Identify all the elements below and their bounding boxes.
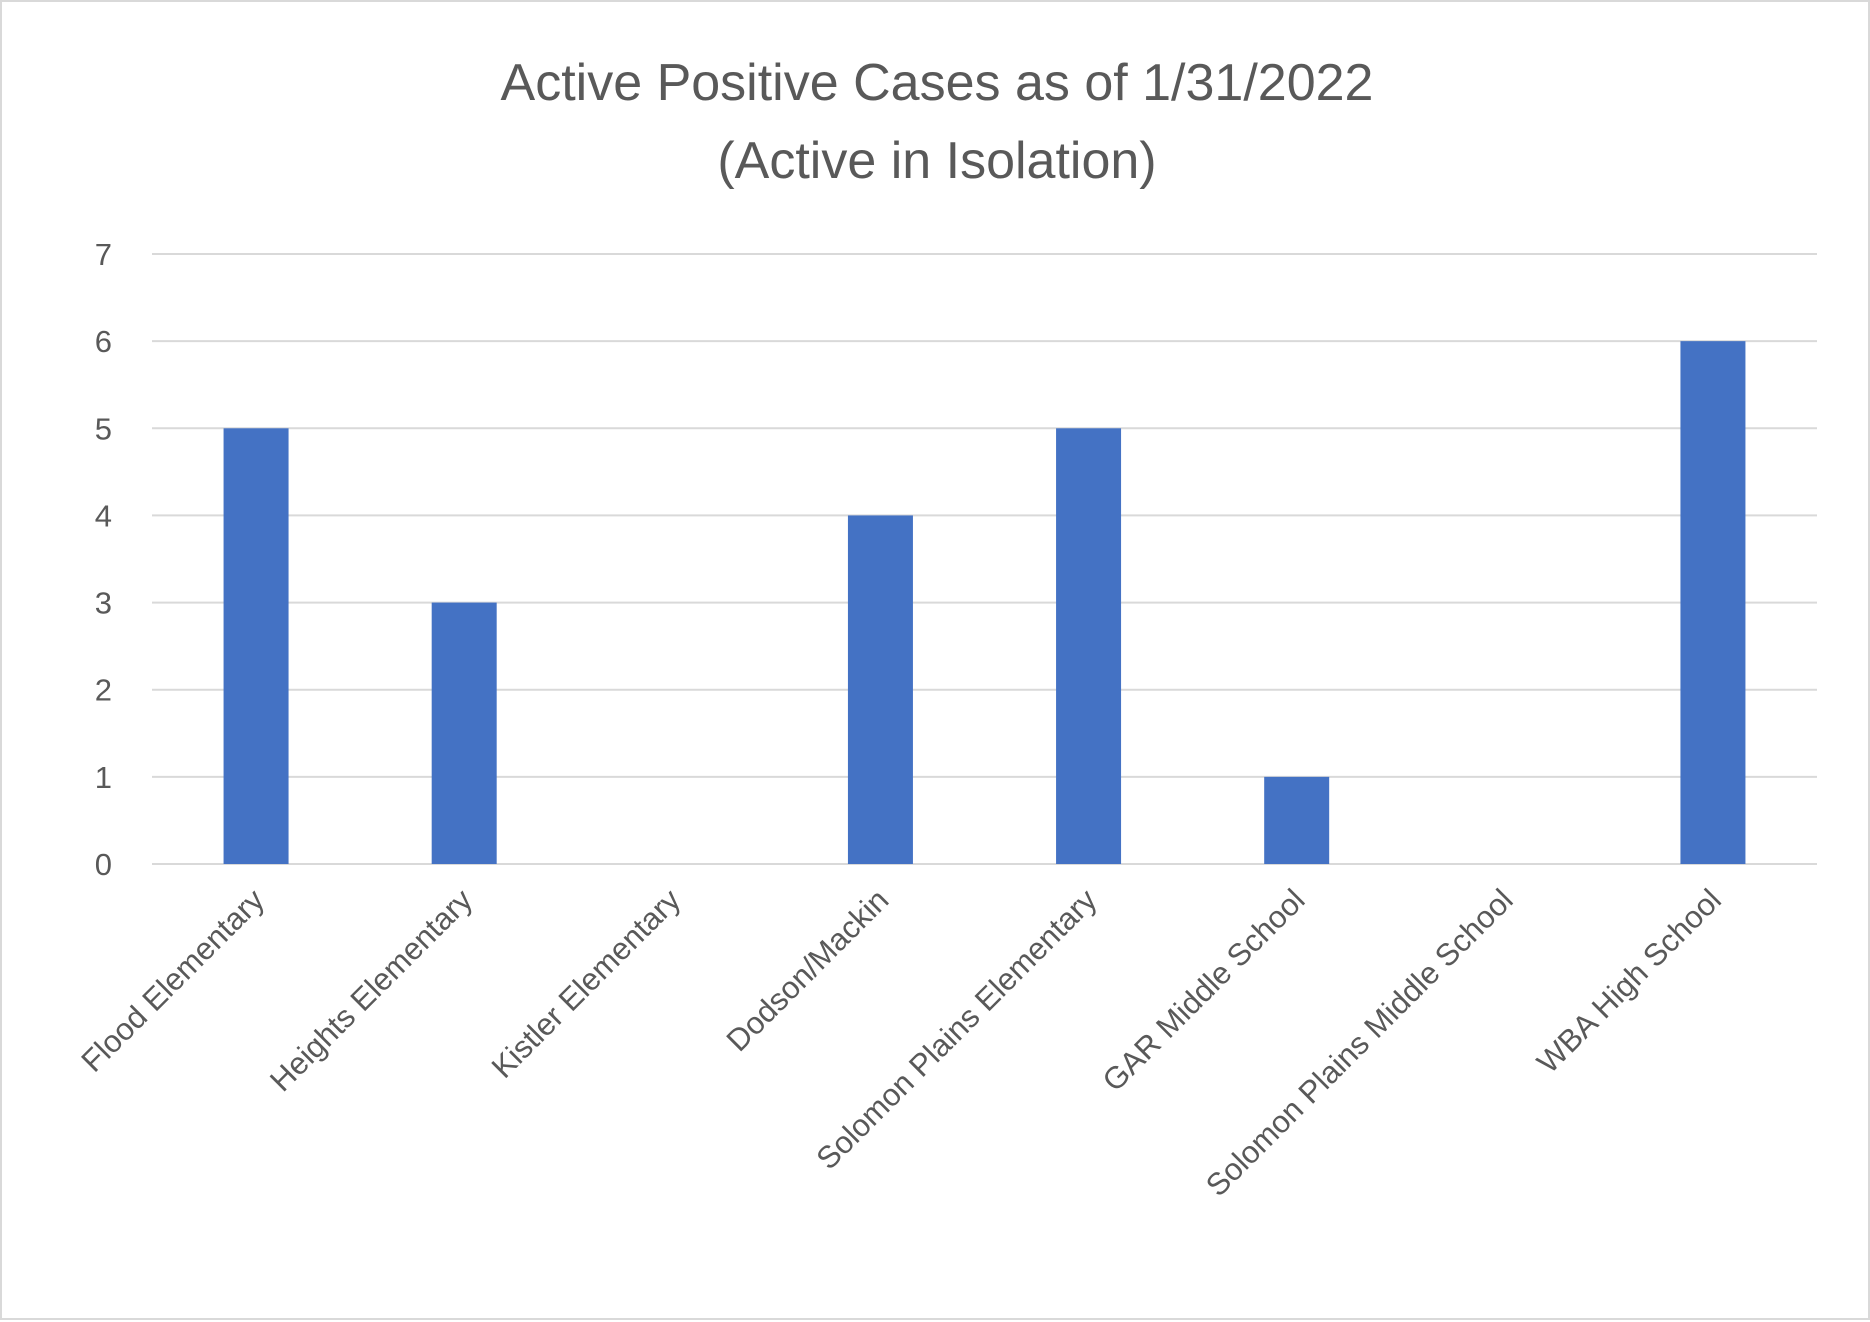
bar-5 [1056, 428, 1122, 864]
bar-1 [223, 428, 289, 864]
y-tick-label: 4 [95, 498, 112, 533]
x-category-label: WBA High School [1530, 882, 1728, 1080]
chart-title-line-1: Active Positive Cases as of 1/31/2022 [501, 54, 1374, 112]
bar-2 [431, 602, 497, 864]
y-axis-ticks: 0 1 2 3 4 5 6 7 [95, 237, 112, 882]
gridlines [152, 253, 1817, 865]
y-tick-label: 1 [95, 760, 112, 795]
y-tick-label: 7 [95, 237, 112, 272]
x-category-label: Flood Elementary [74, 882, 271, 1079]
bar-6 [1264, 776, 1330, 864]
x-category-label: Kistler Elementary [485, 882, 688, 1085]
bars [223, 341, 1746, 865]
chart-title-line-2: (Active in Isolation) [717, 132, 1156, 190]
x-category-label: Dodson/Mackin [720, 882, 896, 1058]
bar-8 [1680, 341, 1746, 865]
y-tick-label: 3 [95, 586, 112, 621]
y-tick-label: 0 [95, 847, 112, 882]
y-tick-label: 6 [95, 324, 112, 359]
x-category-label: GAR Middle School [1096, 882, 1312, 1098]
y-tick-label: 5 [95, 411, 112, 446]
bar-4 [847, 515, 913, 864]
y-tick-label: 2 [95, 673, 112, 708]
x-category-label: Heights Elementary [263, 882, 479, 1098]
